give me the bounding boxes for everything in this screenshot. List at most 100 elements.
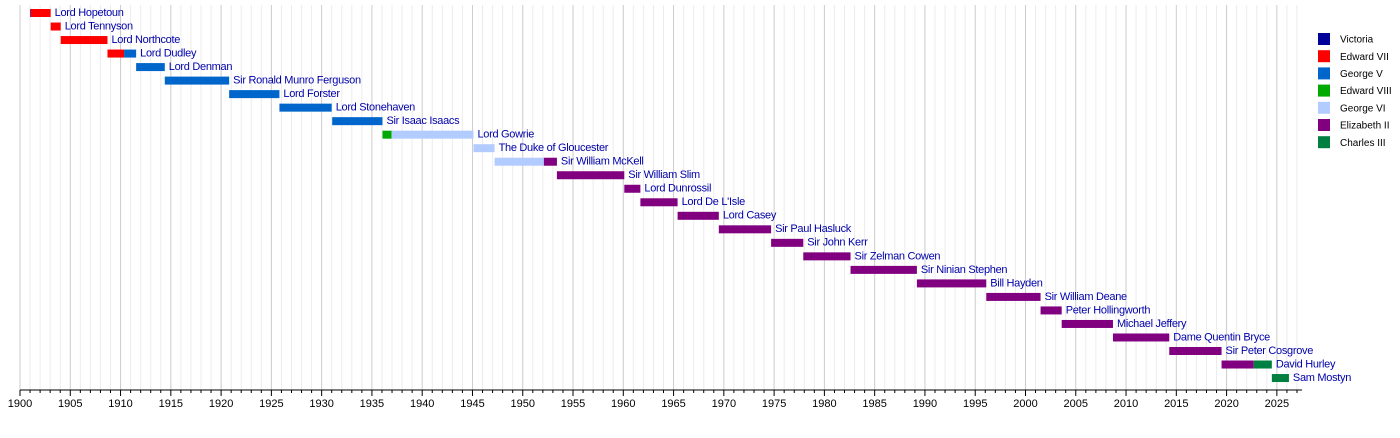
governor-label: Sam Mostyn [1293, 372, 1351, 384]
governor-label: Bill Hayden [990, 277, 1043, 289]
governor-label: Sir Peter Cosgrove [1226, 345, 1314, 357]
reign-bar [494, 157, 544, 166]
x-tick-label: 1955 [561, 398, 585, 410]
x-tick-label: 1940 [410, 398, 434, 410]
x-tick-label: 1980 [812, 398, 836, 410]
x-tick-label: 1910 [108, 398, 132, 410]
x-tick-label: 2010 [1114, 398, 1138, 410]
legend-swatch [1318, 33, 1330, 45]
x-tick-label: 2020 [1214, 398, 1238, 410]
reign-bar [677, 211, 719, 220]
reign-bar [1253, 360, 1272, 369]
reign-bar [164, 76, 230, 85]
reign-bar [136, 63, 165, 72]
legend-label: Victoria [1340, 35, 1374, 46]
reign-bar [1061, 319, 1113, 328]
governor-label: Lord Hopetoun [55, 7, 124, 19]
x-tick-label: 1920 [209, 398, 233, 410]
governor-label: Sir Paul Hasluck [775, 223, 852, 235]
governor-label: Sir William Slim [628, 169, 700, 181]
reign-bar [1040, 306, 1062, 315]
reign-bar [986, 292, 1041, 301]
governor-label: David Hurley [1276, 358, 1336, 370]
x-tick-label: 1975 [762, 398, 786, 410]
governor-label: Lord Stonehaven [336, 102, 415, 114]
governor-label: Lord Casey [723, 210, 777, 222]
x-tick-label: 1930 [309, 398, 333, 410]
x-tick-label: 2025 [1265, 398, 1289, 410]
reign-bar [30, 9, 51, 17]
x-tick-label: 1960 [611, 398, 635, 410]
x-tick-label: 1950 [511, 398, 535, 410]
reign-bar [1169, 347, 1222, 355]
legend-label: Charles III [1340, 138, 1386, 149]
legend-swatch [1318, 119, 1330, 131]
legend-swatch [1318, 67, 1330, 80]
x-tick-label: 1925 [259, 398, 283, 410]
governor-label: The Duke of Gloucester [499, 142, 609, 154]
governor-label: Sir Ninian Stephen [921, 264, 1008, 276]
x-tick-label: 1915 [159, 398, 183, 410]
reign-bar [60, 36, 108, 45]
legend-label: Edward VII [1340, 52, 1389, 63]
x-tick-label: 1900 [8, 398, 32, 410]
x-tick-label: 2000 [1013, 398, 1037, 410]
x-tick-label: 2005 [1064, 398, 1088, 410]
reign-bar [1271, 374, 1289, 383]
legend-label: George VI [1340, 103, 1386, 114]
legend-swatch [1318, 84, 1330, 97]
reign-bar [624, 184, 641, 193]
reign-bar [1112, 333, 1170, 342]
governor-label: Lord Dudley [140, 47, 197, 59]
reign-bar [640, 198, 678, 207]
governor-label: Sir Isaac Isaacs [386, 115, 460, 127]
reign-bar [30, 9, 31, 17]
governor-label: Lord De L'Isle [682, 196, 746, 208]
governor-label: Peter Hollingworth [1066, 304, 1151, 316]
governor-label: Lord Denman [169, 61, 233, 73]
governor-label: Lord Tennyson [65, 20, 133, 32]
governor-label: Sir Ronald Munro Ferguson [233, 75, 361, 87]
x-tick-label: 1985 [862, 398, 886, 410]
legend-label: George V [1340, 69, 1383, 80]
x-tick-label: 2015 [1164, 398, 1188, 410]
reign-bar [850, 265, 917, 274]
reign-bar [382, 130, 392, 139]
x-tick-label: 1905 [58, 398, 82, 410]
reign-bar [543, 157, 557, 166]
governor-label: Lord Northcote [111, 34, 180, 46]
x-tick-label: 1970 [712, 398, 736, 410]
legend-swatch [1318, 50, 1330, 63]
reign-bar [332, 117, 383, 126]
reign-bar [803, 252, 851, 261]
legend-label: Edward VIII [1340, 86, 1392, 97]
reign-bar [391, 130, 474, 139]
governor-label: Lord Gowrie [477, 129, 534, 141]
governor-label: Sir William McKell [561, 156, 644, 168]
reign-bar [1221, 360, 1254, 369]
reign-bar [50, 22, 61, 31]
x-tick-label: 1990 [913, 398, 937, 410]
reign-bar [107, 49, 125, 58]
reign-bar [124, 49, 137, 58]
governor-label: Dame Quentin Bryce [1173, 331, 1270, 343]
reign-bar [771, 238, 804, 247]
x-tick-label: 1945 [460, 398, 484, 410]
reign-bar [279, 103, 332, 112]
governor-label: Lord Forster [283, 88, 340, 100]
governor-label: Lord Dunrossil [644, 183, 711, 195]
reign-bar [718, 225, 772, 234]
x-tick-label: 1935 [360, 398, 384, 410]
governor-label: Sir William Deane [1045, 291, 1127, 303]
legend-swatch [1318, 136, 1330, 149]
legend-swatch [1318, 101, 1330, 114]
reign-bar [916, 279, 987, 288]
governor-label: Sir Zelman Cowen [855, 250, 941, 262]
reign-bar [229, 90, 280, 99]
x-tick-label: 1995 [963, 398, 987, 410]
reign-bar [473, 144, 495, 153]
reign-bar [556, 171, 625, 180]
legend-label: Elizabeth II [1340, 121, 1389, 132]
governor-label: Sir John Kerr [807, 237, 868, 249]
